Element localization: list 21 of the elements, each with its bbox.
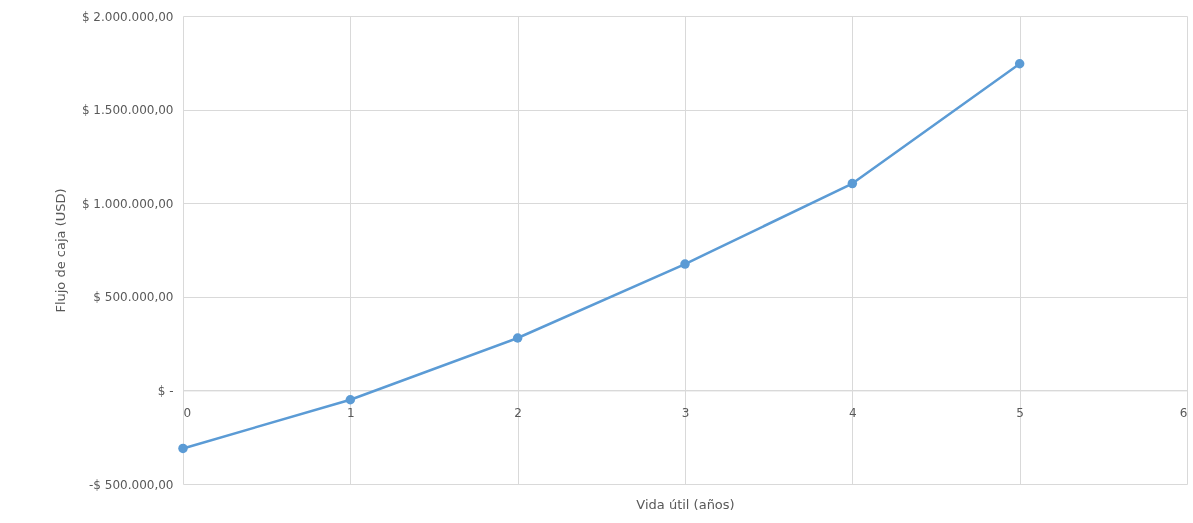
point <box>680 259 690 269</box>
point <box>345 395 356 405</box>
x-tick-label: 1 <box>347 405 355 420</box>
y-tick-label: $ 500.000,00 <box>93 290 174 305</box>
x-tick-label: 6 <box>1179 405 1188 420</box>
point <box>1014 59 1025 69</box>
x-tick-label: 4 <box>849 405 857 420</box>
x-axis-title: Vida útil (años) <box>636 496 735 512</box>
y-tick-label: $ 1.500.000,00 <box>81 103 174 118</box>
y-tick-label: $ 1.000.000,00 <box>81 196 174 211</box>
y-tick-label: -$ 500.000,00 <box>89 477 174 492</box>
y-axis-title: Flujo de caja (USD) <box>52 188 68 313</box>
x-tick-label: 0 <box>183 405 192 420</box>
point <box>512 333 523 343</box>
y-tick-label: $ 2.000.000,00 <box>81 9 174 24</box>
x-tick-label: 2 <box>514 405 522 420</box>
point <box>847 178 858 189</box>
x-tick-label: 3 <box>681 405 690 420</box>
point <box>178 443 188 454</box>
x-tick-label: 5 <box>1016 405 1024 420</box>
y-tick-label: $ - <box>157 383 174 398</box>
